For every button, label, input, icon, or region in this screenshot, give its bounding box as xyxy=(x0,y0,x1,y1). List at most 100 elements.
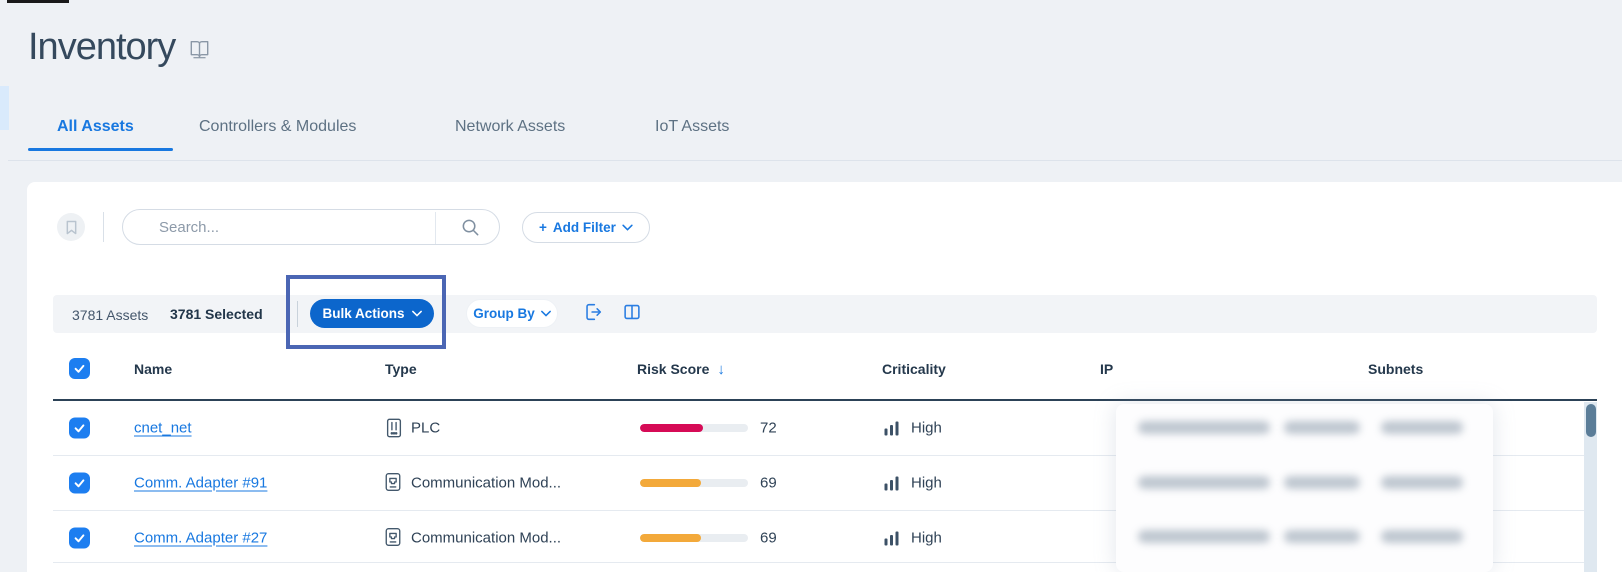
header-divider xyxy=(8,160,1622,161)
tab-network-assets[interactable]: Network Assets xyxy=(455,118,566,135)
redacted-ip-value xyxy=(1138,421,1270,434)
risk-score-bar-fill xyxy=(640,533,701,542)
row-separator xyxy=(53,455,1584,456)
criticality-value: High xyxy=(911,419,942,436)
redacted-ip-value xyxy=(1284,530,1360,543)
column-header-type[interactable]: Type xyxy=(385,361,417,377)
tab-controllers-modules[interactable]: Controllers & Modules xyxy=(199,118,357,135)
search-divider xyxy=(435,212,436,244)
chevron-down-icon xyxy=(411,310,422,317)
row-checkbox[interactable] xyxy=(69,527,90,548)
chevron-down-icon xyxy=(622,224,633,231)
plc-icon xyxy=(384,417,404,439)
tab-iot-assets[interactable]: IoT Assets xyxy=(655,118,730,135)
toolbar-divider xyxy=(103,212,104,242)
search-input[interactable] xyxy=(123,218,423,236)
risk-score-value: 69 xyxy=(760,529,777,546)
table-header-underline xyxy=(53,399,1597,401)
search-icon[interactable] xyxy=(460,217,481,243)
risk-score-bar-fill xyxy=(640,478,701,487)
criticality-value: High xyxy=(911,474,942,491)
comm-module-icon xyxy=(384,527,404,549)
saved-filters-bookmark-button[interactable] xyxy=(57,213,85,241)
plus-icon: + xyxy=(539,220,547,235)
toolbar-divider xyxy=(297,301,298,327)
export-icon xyxy=(586,303,602,321)
redacted-ip-value xyxy=(1284,421,1360,434)
table-toolbar xyxy=(53,295,1597,333)
column-label: Risk Score xyxy=(637,361,710,377)
risk-score-bar xyxy=(640,478,748,487)
criticality-bars-icon xyxy=(884,420,900,435)
add-filter-label: Add Filter xyxy=(552,220,616,235)
asset-name-link[interactable]: Comm. Adapter #27 xyxy=(134,529,268,546)
columns-settings-button[interactable] xyxy=(620,301,644,325)
sort-desc-icon: ↓ xyxy=(717,361,725,378)
table-row[interactable]: cnet_net PLC 72 High xyxy=(0,400,1622,455)
column-header-criticality[interactable]: Criticality xyxy=(882,361,946,377)
criticality-value: High xyxy=(911,529,942,546)
asset-name-link[interactable]: cnet_net xyxy=(134,419,192,436)
check-icon xyxy=(74,533,85,542)
select-all-checkbox[interactable] xyxy=(69,358,90,379)
redacted-subnet-value xyxy=(1381,421,1463,434)
export-button[interactable] xyxy=(581,301,605,325)
redacted-data-overlay xyxy=(1116,404,1493,572)
bulk-actions-label: Bulk Actions xyxy=(322,306,405,321)
add-filter-button[interactable]: + Add Filter xyxy=(522,212,650,243)
row-separator xyxy=(53,510,1584,511)
asset-name-link[interactable]: Comm. Adapter #91 xyxy=(134,474,268,491)
group-by-button[interactable]: Group By xyxy=(466,299,558,328)
redacted-ip-value xyxy=(1138,530,1270,543)
tab-all-assets[interactable]: All Assets xyxy=(57,118,134,135)
row-separator xyxy=(53,562,1584,563)
row-checkbox[interactable] xyxy=(69,417,90,438)
vertical-scrollbar-track[interactable] xyxy=(1584,402,1597,572)
criticality-bars-icon xyxy=(884,530,900,545)
table-row[interactable]: Comm. Adapter #91 Communication Mod... 69 H… xyxy=(0,455,1622,510)
column-label: Name xyxy=(134,361,173,377)
active-tab-underline xyxy=(28,148,173,151)
vertical-scrollbar-thumb[interactable] xyxy=(1585,404,1596,437)
risk-score-bar xyxy=(640,533,748,542)
asset-type: Communication Mod... xyxy=(411,474,562,491)
column-header-risk-score[interactable]: Risk Score ↓ xyxy=(637,361,725,378)
bulk-actions-button[interactable]: Bulk Actions xyxy=(310,299,434,328)
page-title: Inventory xyxy=(28,26,210,69)
assets-count: 3781 Assets xyxy=(72,307,149,323)
comm-module-icon xyxy=(384,472,404,494)
risk-score-bar xyxy=(640,423,748,432)
page-title-text: Inventory xyxy=(28,26,176,68)
bookmark-icon xyxy=(66,220,76,234)
redacted-subnet-value xyxy=(1381,476,1463,489)
risk-score-value: 69 xyxy=(760,474,777,491)
column-header-subnets[interactable]: Subnets xyxy=(1368,361,1423,377)
check-icon xyxy=(74,423,85,432)
redacted-ip-value xyxy=(1138,476,1270,489)
column-header-ip[interactable]: IP xyxy=(1100,361,1113,377)
column-label: IP xyxy=(1100,361,1114,377)
asset-type: PLC xyxy=(411,419,441,436)
column-label: Subnets xyxy=(1368,361,1424,377)
check-icon xyxy=(74,364,85,373)
book-icon xyxy=(189,26,210,69)
redacted-subnet-value xyxy=(1381,530,1463,543)
group-by-label: Group By xyxy=(473,306,535,321)
chevron-down-icon xyxy=(540,310,551,317)
selected-count: 3781 Selected xyxy=(170,306,263,322)
risk-score-bar-fill xyxy=(640,423,703,432)
table-row[interactable]: Comm. Adapter #27 Communication Mod... 69 H… xyxy=(0,510,1622,565)
sidebar-highlight-strip xyxy=(0,86,9,130)
column-label: Criticality xyxy=(882,361,946,377)
column-label: Type xyxy=(385,361,417,377)
risk-score-value: 72 xyxy=(760,419,777,436)
redacted-ip-value xyxy=(1284,476,1360,489)
criticality-bars-icon xyxy=(884,475,900,490)
check-icon xyxy=(74,478,85,487)
row-checkbox[interactable] xyxy=(69,472,90,493)
column-header-name[interactable]: Name xyxy=(134,361,172,377)
columns-icon xyxy=(624,304,640,320)
window-edge-line xyxy=(7,0,69,3)
asset-type: Communication Mod... xyxy=(411,529,562,546)
